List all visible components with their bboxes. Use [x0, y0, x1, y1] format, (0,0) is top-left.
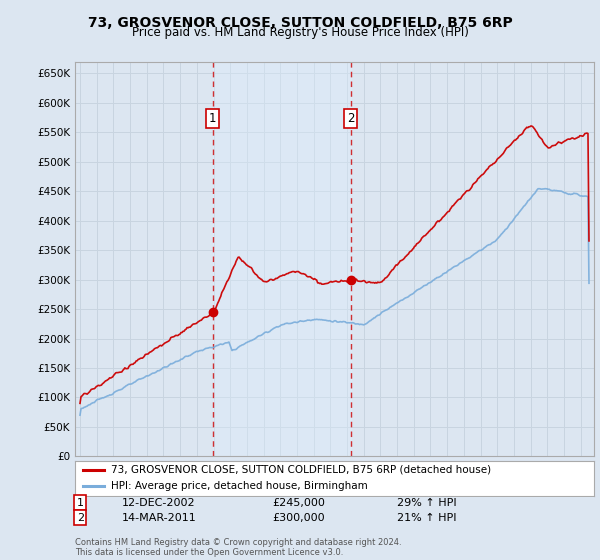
- Text: £300,000: £300,000: [272, 513, 325, 522]
- Text: 73, GROSVENOR CLOSE, SUTTON COLDFIELD, B75 6RP: 73, GROSVENOR CLOSE, SUTTON COLDFIELD, B…: [88, 16, 512, 30]
- Text: 2: 2: [77, 513, 84, 522]
- Text: Contains HM Land Registry data © Crown copyright and database right 2024.
This d: Contains HM Land Registry data © Crown c…: [75, 538, 401, 557]
- Bar: [212, 62, 350, 456]
- Text: 29% ↑ HPI: 29% ↑ HPI: [397, 498, 457, 507]
- Text: 1: 1: [209, 113, 217, 125]
- Text: HPI: Average price, detached house, Birmingham: HPI: Average price, detached house, Birm…: [112, 481, 368, 491]
- Text: 12-DEC-2002: 12-DEC-2002: [122, 498, 196, 507]
- Text: £245,000: £245,000: [272, 498, 325, 507]
- Text: 21% ↑ HPI: 21% ↑ HPI: [397, 513, 456, 522]
- Text: 73, GROSVENOR CLOSE, SUTTON COLDFIELD, B75 6RP (detached house): 73, GROSVENOR CLOSE, SUTTON COLDFIELD, B…: [112, 465, 491, 474]
- Text: 1: 1: [77, 498, 83, 507]
- Text: 2: 2: [347, 113, 354, 125]
- Text: Price paid vs. HM Land Registry's House Price Index (HPI): Price paid vs. HM Land Registry's House …: [131, 26, 469, 39]
- Text: 14-MAR-2011: 14-MAR-2011: [122, 513, 196, 522]
